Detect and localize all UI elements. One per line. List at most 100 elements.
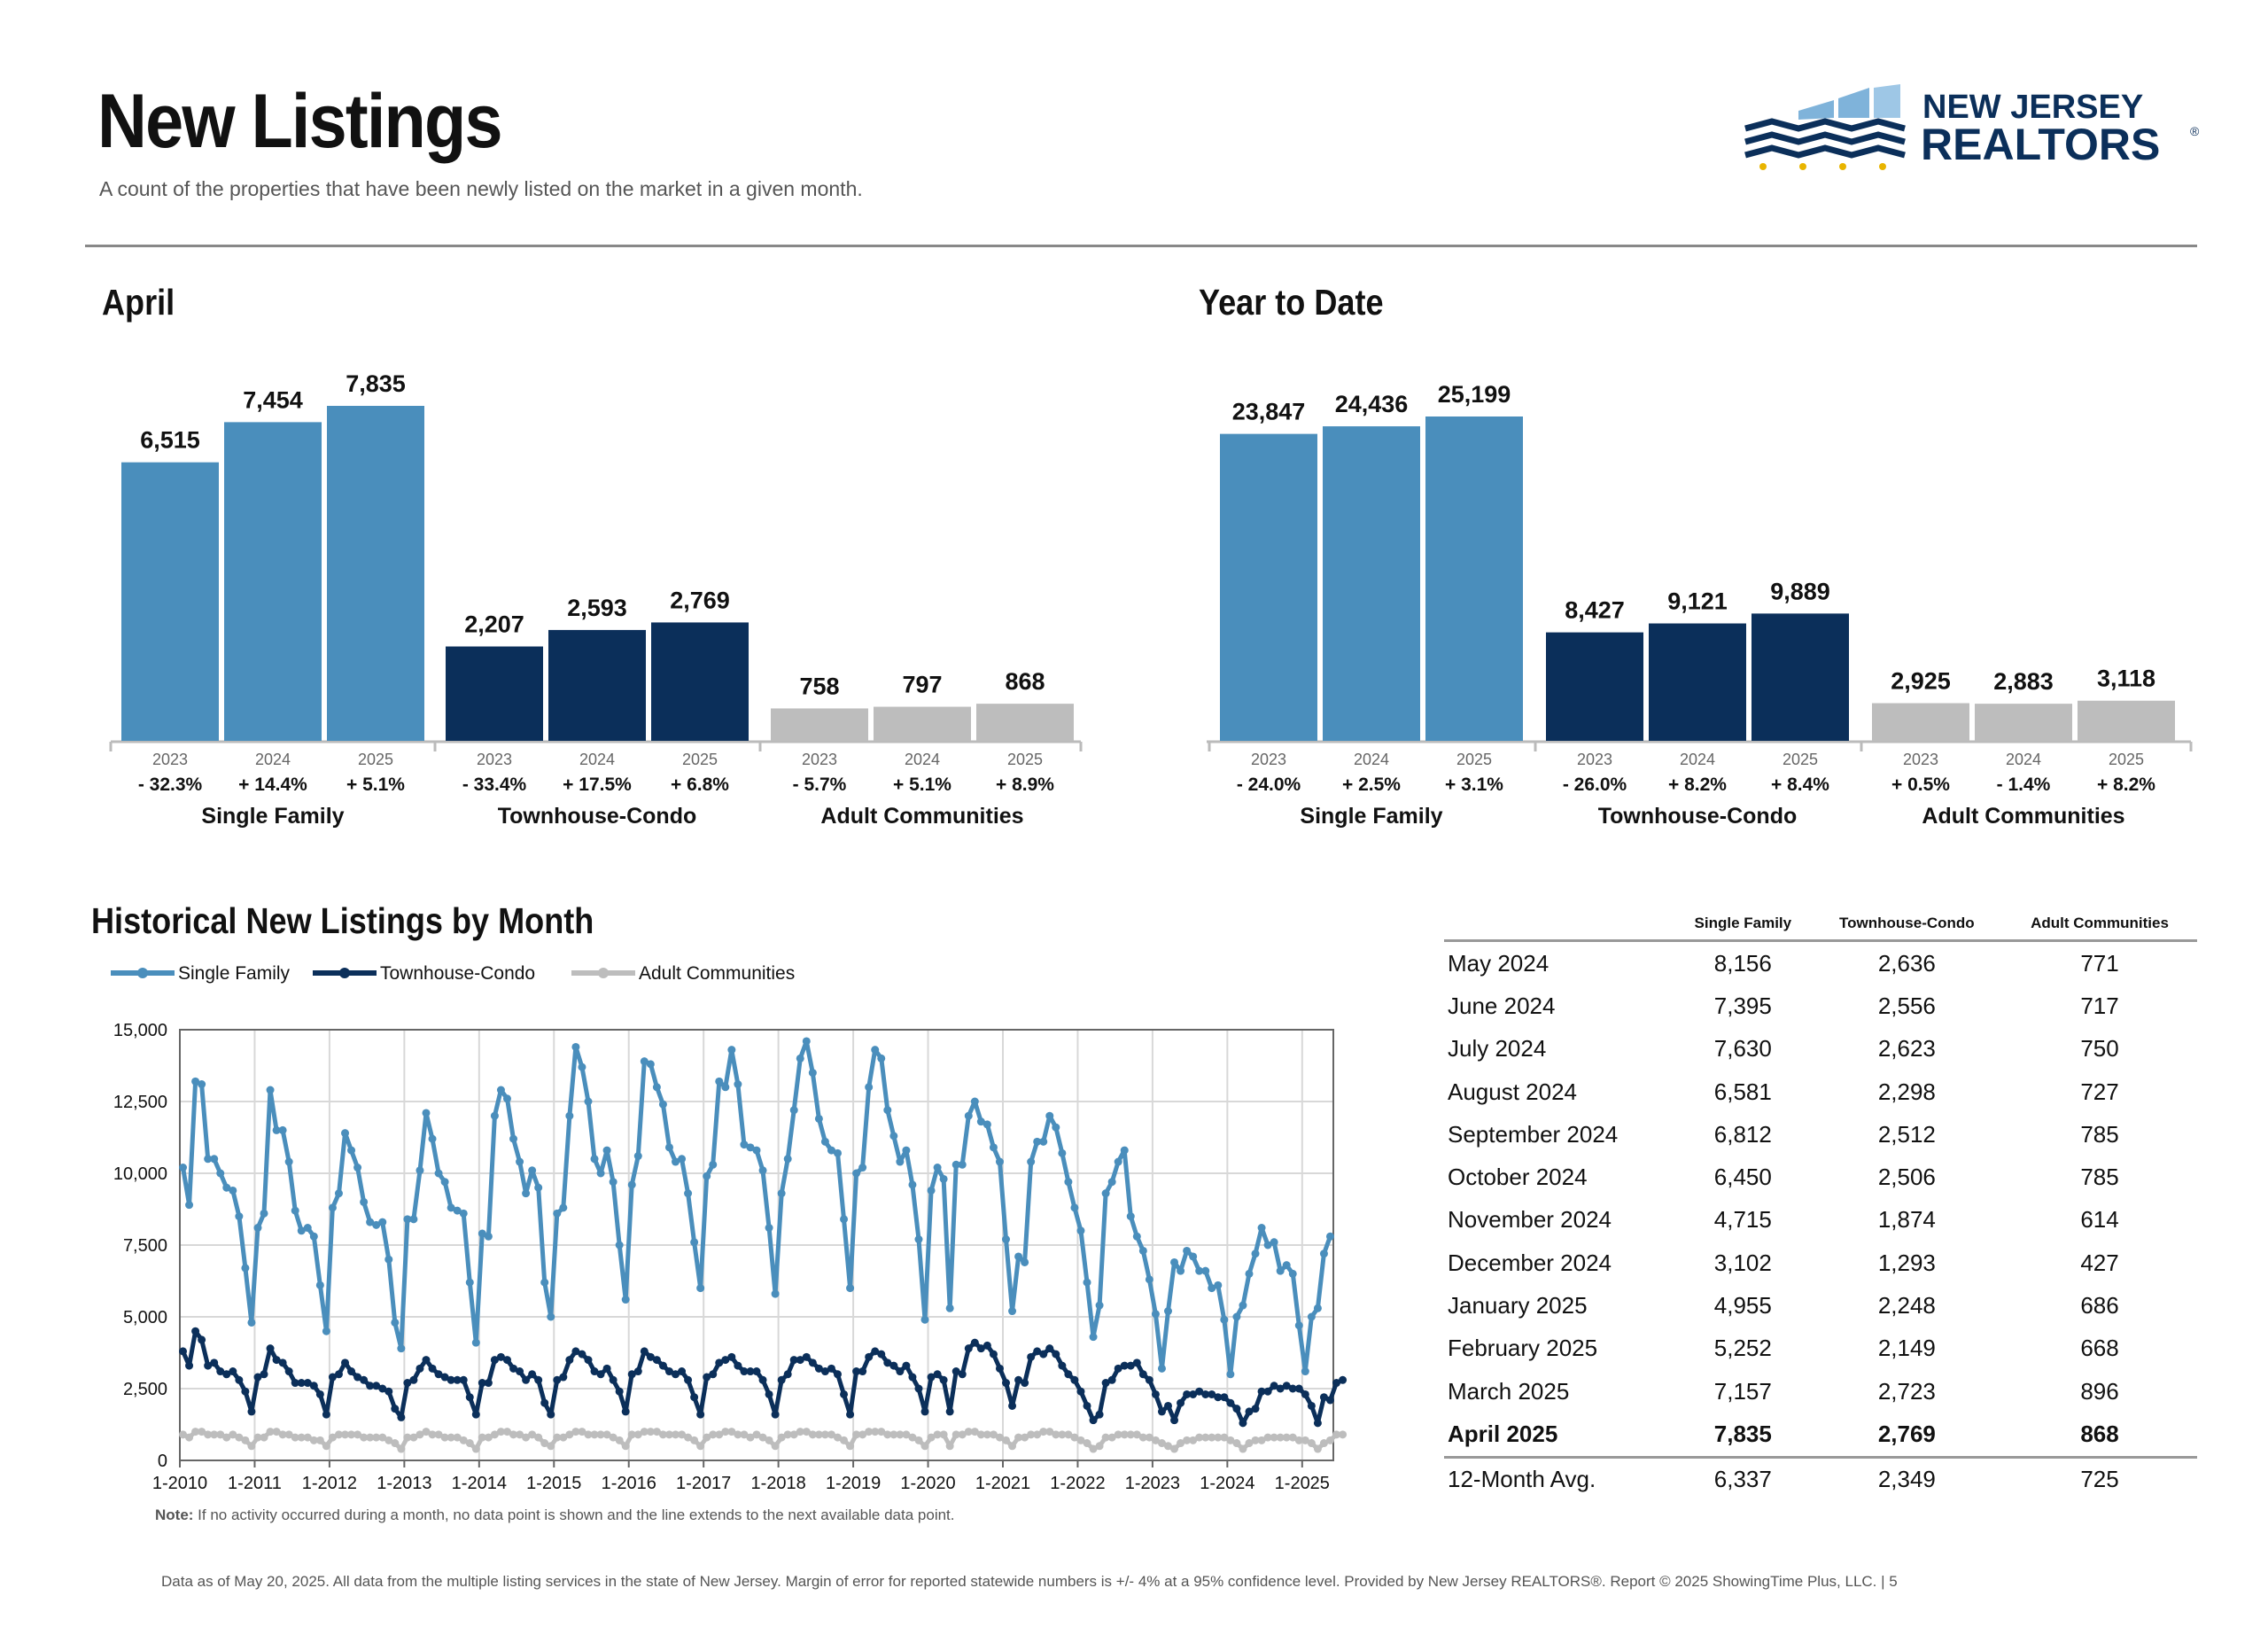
data-point [1095, 1301, 1104, 1310]
data-point [496, 1428, 505, 1436]
data-point [578, 1063, 586, 1071]
table-row: July 2024 7,630 2,623 750 [1444, 1028, 2197, 1070]
data-point [490, 1356, 499, 1365]
data-point [820, 1367, 829, 1376]
data-point [1183, 1390, 1192, 1398]
data-point [397, 1413, 406, 1421]
data-point [678, 1367, 687, 1376]
data-point [827, 1364, 835, 1373]
bar-value-label: 8,427 [1565, 597, 1625, 624]
data-point [247, 1442, 256, 1451]
percent-change-label: + 6.8% [671, 775, 729, 795]
percent-change-label: + 17.5% [563, 775, 632, 795]
data-point [309, 1232, 318, 1241]
footer-disclaimer: Data as of May 20, 2025. All data from t… [161, 1573, 1898, 1590]
percent-change-label: + 2.5% [1342, 775, 1401, 795]
year-tick-label: 2025 [682, 751, 718, 768]
table-row: August 2024 6,581 2,298 727 [1444, 1070, 2197, 1113]
percent-change-label: - 1.4% [1997, 775, 2051, 795]
data-point [820, 1430, 829, 1439]
data-point [465, 1393, 474, 1402]
data-point [1270, 1238, 1278, 1247]
data-point [652, 1083, 661, 1092]
percent-change-label: - 26.0% [1563, 775, 1627, 795]
data-point [516, 1430, 524, 1439]
data-point [1033, 1347, 1042, 1356]
table-header-row: Single Family Townhouse-Condo Adult Comm… [1444, 913, 2197, 942]
data-point [1114, 1157, 1122, 1166]
data-point [602, 1430, 611, 1439]
data-point [1095, 1410, 1104, 1419]
data-point [179, 1347, 188, 1356]
data-point [964, 1111, 973, 1120]
data-point [983, 1120, 991, 1129]
data-point [1089, 1444, 1098, 1453]
adult-cell: 785 [2080, 1120, 2119, 1148]
data-point [808, 1358, 817, 1367]
data-point [191, 1077, 200, 1086]
table-row: February 2025 5,252 2,149 668 [1444, 1327, 2197, 1370]
data-point [777, 1189, 786, 1198]
data-point [278, 1358, 287, 1367]
data-point [490, 1111, 499, 1120]
data-point [1307, 1312, 1316, 1321]
data-point [241, 1264, 250, 1273]
bar-2024 [1975, 704, 2072, 741]
data-point [378, 1218, 387, 1226]
data-point [1151, 1390, 1160, 1398]
data-point [958, 1160, 967, 1169]
percent-change-label: + 5.1% [893, 775, 951, 795]
data-point [565, 1111, 574, 1120]
data-point [1120, 1146, 1129, 1155]
bar-2024 [224, 422, 322, 741]
bar-2025 [976, 704, 1074, 741]
data-point [758, 1433, 767, 1442]
data-point [434, 1430, 443, 1439]
data-point [1126, 1212, 1135, 1221]
data-point [752, 1430, 761, 1439]
y-tick-label: 2,500 [123, 1380, 167, 1399]
data-point [502, 1356, 511, 1365]
data-point [422, 1109, 431, 1117]
data-point [658, 1430, 667, 1439]
table-row: January 2025 4,955 2,248 686 [1444, 1284, 2197, 1327]
data-point [703, 1433, 711, 1442]
data-point [1021, 1433, 1029, 1442]
percent-change-label: + 3.1% [1445, 775, 1503, 795]
adult-cell: 686 [2080, 1292, 2119, 1320]
data-point [690, 1393, 699, 1402]
data-point [1033, 1137, 1042, 1146]
data-point [1282, 1261, 1291, 1270]
data-point [522, 1189, 531, 1198]
data-point [1319, 1393, 1328, 1402]
data-point [709, 1160, 718, 1169]
data-point [478, 1433, 486, 1442]
data-point [478, 1229, 486, 1238]
data-point [490, 1430, 499, 1439]
data-point [734, 1430, 742, 1439]
adult-cell: 614 [2080, 1206, 2119, 1234]
data-point [1138, 1433, 1147, 1442]
data-point [198, 1428, 206, 1436]
data-point [976, 1117, 985, 1126]
data-point [877, 1350, 886, 1358]
year-tick-label: 2024 [1680, 751, 1715, 768]
data-point [571, 1042, 580, 1051]
data-point [309, 1436, 318, 1444]
data-point [547, 1312, 555, 1321]
percent-change-label: - 32.3% [138, 775, 203, 795]
data-point [646, 1428, 655, 1436]
data-point [1163, 1442, 1172, 1451]
data-point [198, 1080, 206, 1089]
y-tick-label: 15,000 [113, 1021, 167, 1040]
data-point [1083, 1401, 1091, 1410]
y-tick-label: 0 [158, 1452, 167, 1471]
townhouse-cell: 2,636 [1877, 949, 1936, 977]
data-point [908, 1373, 917, 1382]
data-point [1157, 1364, 1166, 1373]
year-tick-label: 2023 [152, 751, 188, 768]
data-point [260, 1370, 268, 1379]
data-point [409, 1433, 418, 1442]
data-point [783, 1370, 792, 1379]
data-point [789, 1356, 798, 1365]
